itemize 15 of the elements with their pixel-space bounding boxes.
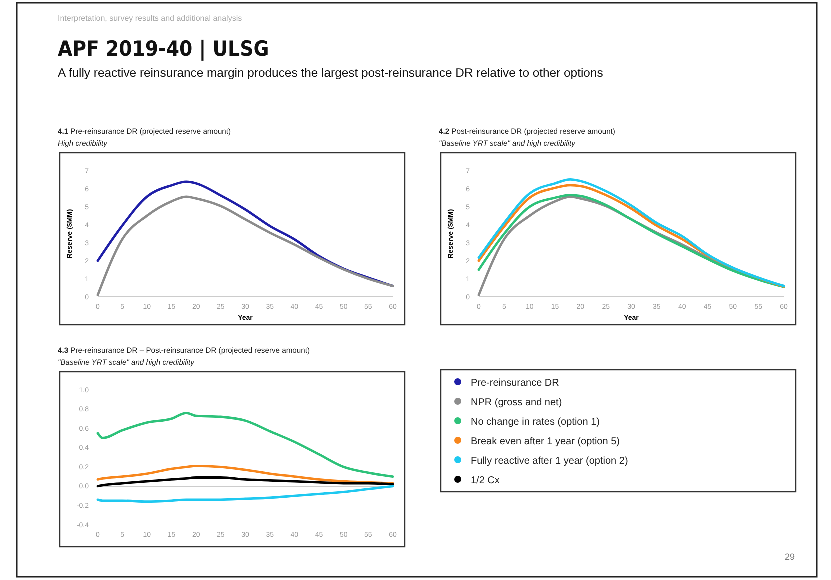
legend-label: Break even after 1 year (option 5) [471,436,620,448]
legend-label: No change in rates (option 1) [471,417,600,428]
line-series [96,476,394,488]
line-series [96,485,394,504]
legend-label: Fully reactive after 1 year (option 2) [471,456,628,467]
legend-label: NPR (gross and net) [471,398,562,408]
line-series [96,196,394,296]
legend-label: Pre-reinsurance DR [471,378,560,389]
text: Interpretation, survey results and additional analysis [58,14,242,23]
line-series [96,464,394,485]
text: APF 2019-40 | ULSG [58,37,270,61]
line-series [96,412,394,478]
text: 29 [784,552,795,562]
legend-label: 1/2 Cx [471,476,500,486]
text: A fully reactive reinsurance margin produces the largest post-reinsurance DR relative to other options [58,66,604,80]
